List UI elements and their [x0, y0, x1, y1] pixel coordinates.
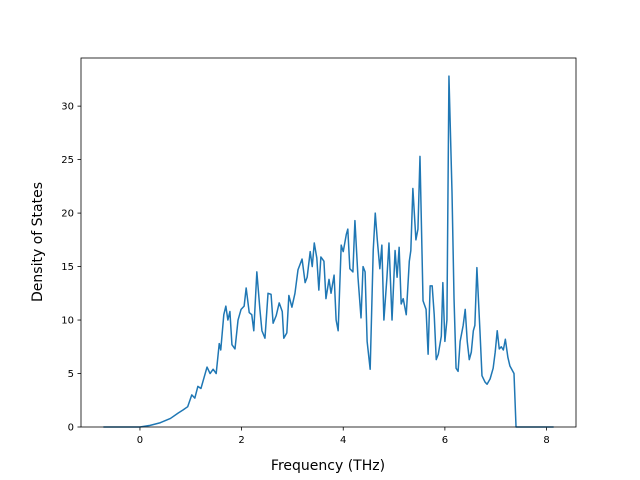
data-line: [103, 75, 554, 428]
x-axis-label: Frequency (THz): [271, 458, 385, 474]
x-tick-label: 2: [238, 435, 244, 446]
plot-frame: [80, 57, 577, 428]
x-tick-label: 4: [340, 435, 346, 446]
y-tick-label: 5: [68, 369, 74, 380]
y-tick-label: 30: [61, 102, 74, 113]
x-tick-label: 6: [442, 435, 448, 446]
x-tick-label: 8: [543, 435, 549, 446]
y-tick-label: 0: [68, 423, 74, 434]
y-tick-label: 20: [61, 209, 74, 220]
y-axis-label: Density of States: [30, 182, 46, 302]
y-tick-label: 10: [61, 316, 74, 327]
y-tick-label: 15: [61, 262, 74, 273]
y-tick-label: 25: [61, 155, 74, 166]
x-tick-label: 0: [137, 435, 143, 446]
